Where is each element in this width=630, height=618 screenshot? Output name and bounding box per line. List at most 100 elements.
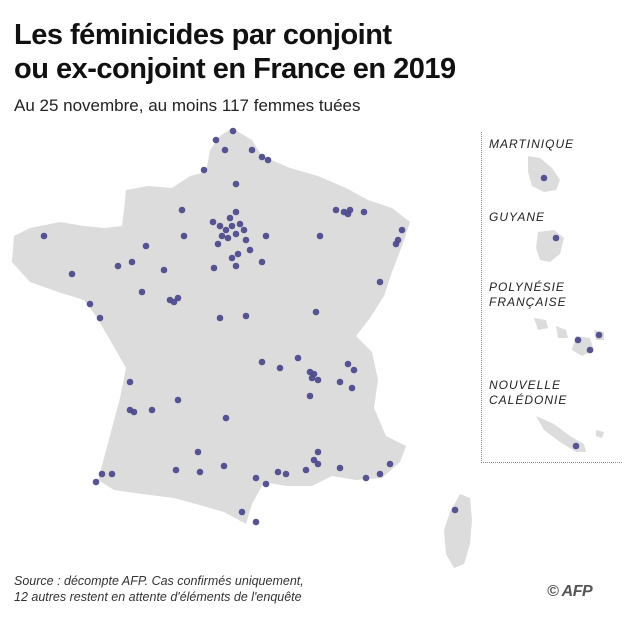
victim-dot [540,174,548,182]
victim-dot [234,250,242,258]
victim-dot [344,360,352,368]
france-mainland-shape [12,128,410,524]
victim-dot [220,462,228,470]
victim-dot [246,246,254,254]
victim-dot [242,312,250,320]
label-caledonie: NOUVELLE CALÉDONIE [489,378,567,408]
victim-dot [258,358,266,366]
map-subtitle: Au 25 novembre, au moins 117 femmes tuée… [14,96,361,115]
victim-dot [252,474,260,482]
victim-dot [222,226,230,234]
victim-dot [142,242,150,250]
source-line-1: Source : décompte AFP. Cas confirmés uni… [14,574,304,588]
victim-dot [138,288,146,296]
corsica-shape [444,494,472,568]
martinique-shape [528,156,560,192]
caledonie-islet [596,430,604,438]
victim-dot [348,384,356,392]
victim-dot [314,376,322,384]
victim-dot [294,354,302,362]
victim-dot [240,226,248,234]
victim-dot [262,232,270,240]
title-line-2: ou ex-conjoint en France en 2019 [14,53,456,85]
victim-dot [68,270,76,278]
victim-dot [274,468,282,476]
victim-dot [310,456,318,464]
victim-dot [376,470,384,478]
overseas-territories-panel [481,132,622,463]
victim-dot [248,146,256,154]
victim-dot [196,468,204,476]
victim-dot [306,392,314,400]
map-title: Les féminicides par conjoint ou ex-conjo… [14,18,456,86]
polynesie-island-2 [556,326,568,338]
victim-dot [128,258,136,266]
victim-dot [221,146,229,154]
victim-dot [312,308,320,316]
victim-dot [226,214,234,222]
victim-dot [314,460,322,468]
victim-dot [40,232,48,240]
label-martinique: MARTINIQUE [489,137,575,151]
label-guyane: GUYANE [489,210,546,224]
victim-dot [252,518,260,526]
victim-dot [92,478,100,486]
victim-dot [232,230,240,238]
label-caledonie-line-1: NOUVELLE [489,378,562,392]
victim-dot [210,264,218,272]
victim-dot [224,234,232,242]
polynesie-island-1 [534,318,548,330]
title-line-1: Les féminicides par conjoint [14,19,392,51]
victim-dot [258,258,266,266]
victim-dot [216,222,224,230]
source-note: Source : décompte AFP. Cas confirmés uni… [14,573,304,605]
victim-dot [344,210,352,218]
victim-dot [264,156,272,164]
victim-dot [200,166,208,174]
label-polynesie: POLYNÉSIE FRANÇAISE [489,280,567,310]
victim-dot [232,262,240,270]
victim-dot [194,448,202,456]
victim-dot [360,208,368,216]
victim-dot [314,448,322,456]
victim-dot [586,346,594,354]
victim-dot [174,294,182,302]
victim-dot [216,314,224,322]
victim-dot [222,414,230,422]
victim-dot [376,278,384,286]
caledonie-shape [536,416,586,452]
victim-dot [552,234,560,242]
victim-dot [232,180,240,188]
victim-dot [170,298,178,306]
victim-dot [302,466,310,474]
victim-dot [282,470,290,478]
victim-dot [160,266,168,274]
victim-dot [336,464,344,472]
label-caledonie-line-2: CALÉDONIE [489,393,568,407]
victim-dot [98,470,106,478]
victim-dot [451,506,459,514]
victim-dot [96,314,104,322]
victim-dot [362,474,370,482]
victim-dot [212,136,220,144]
label-polynesie-line-1: POLYNÉSIE [489,280,565,294]
source-line-2: 12 autres restent en attente d'éléments … [14,590,302,604]
victim-dot [130,408,138,416]
victim-dot [236,220,244,228]
victim-dot [126,378,134,386]
guyane-shape [536,230,564,262]
victim-dot [386,460,394,468]
afp-credit: © AFP [547,583,593,600]
victim-dot [228,254,236,262]
victim-dot [316,232,324,240]
victim-dot [392,240,400,248]
victim-dot [86,300,94,308]
victim-dot [308,374,316,382]
victim-dot [258,153,266,161]
victim-dot [148,406,156,414]
victim-dot [174,396,182,404]
victim-dot [228,222,236,230]
label-polynesie-line-2: FRANÇAISE [489,295,567,309]
victim-dot [214,240,222,248]
